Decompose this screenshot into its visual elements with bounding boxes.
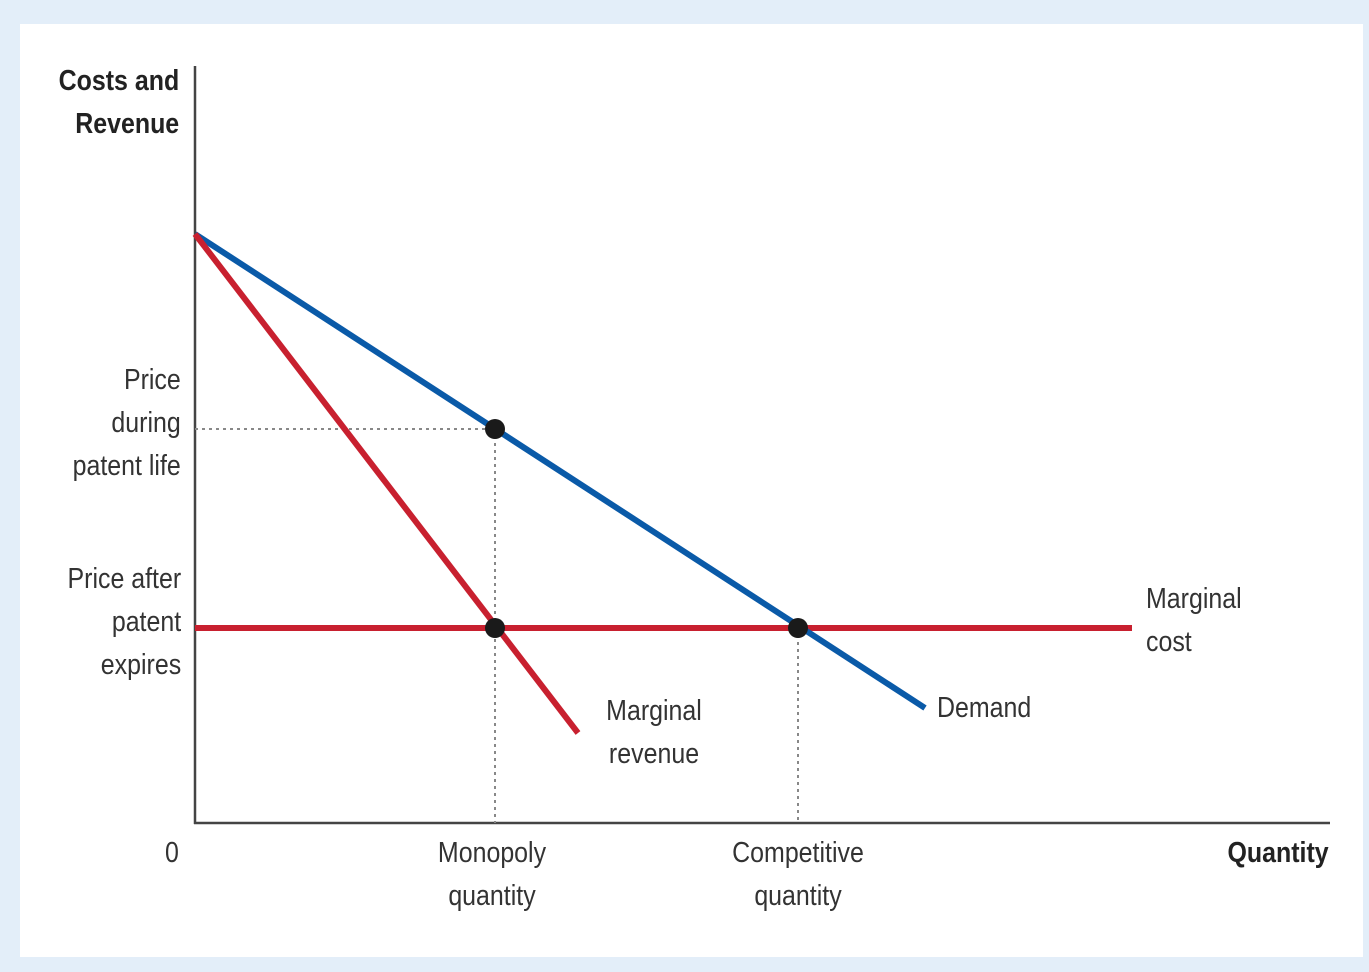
monopoly-patent-diagram — [192, 66, 1330, 825]
monopoly-price-point — [485, 419, 505, 439]
monopoly-quantity-label: Monopoly quantity — [437, 837, 547, 912]
x-axis-title: Quantity — [1227, 837, 1329, 869]
marginal-cost-label: Marginal cost — [1146, 583, 1242, 658]
marginal-revenue-label: Marginal revenue — [606, 695, 702, 770]
competitive-equilibrium-point — [788, 618, 808, 638]
demand-label: Demand — [937, 692, 1032, 724]
y-axis-title: Costs and Revenue — [58, 65, 179, 140]
price-during-patent-label: Price during patent life — [72, 364, 181, 482]
price-after-patent-label: Price after patent expires — [67, 563, 181, 681]
diagram-panel: Costs and Revenue Price during patent li… — [20, 24, 1363, 957]
marginal-revenue-curve — [192, 232, 581, 735]
competitive-quantity-label: Competitive quantity — [732, 837, 864, 912]
demand-curve — [193, 231, 927, 711]
monopoly-quantity-point — [485, 618, 505, 638]
origin-label: 0 — [165, 837, 179, 869]
